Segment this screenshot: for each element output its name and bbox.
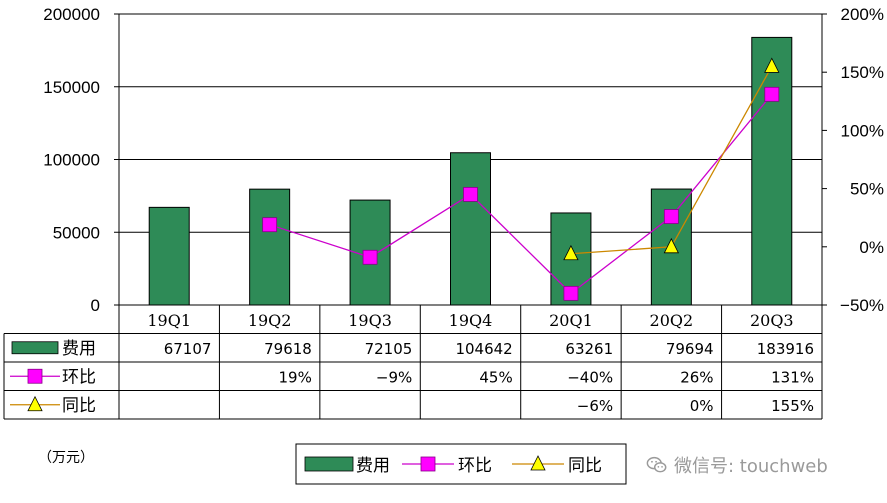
table-cell: 67107 [164,340,212,358]
yoy-marker [663,237,680,254]
bar-19Q1 [148,206,190,306]
qoq-marker [262,217,278,233]
table-cell: 79694 [666,340,714,358]
qoq-marker [362,249,378,265]
legend-label-expense: 费用 [356,456,390,476]
watermark-text: 微信号: touchweb [674,456,828,477]
bar-20Q3 [751,36,793,306]
data-table: 19Q1 19Q2 19Q3 19Q4 20Q1 20Q2 20Q3 费用 67107 79618… [3,304,823,420]
category-label: 19Q2 [248,311,292,330]
legend: 费用 环比 同比 [295,443,627,485]
qoq-line [269,93,773,295]
line-series [262,57,780,301]
legend-key-yoy-marker [530,455,546,471]
left-tick-label: 150000 [43,78,100,97]
table-cell: 104642 [455,340,512,358]
qoq-marker [663,209,679,224]
left-tick-label: 100000 [43,151,100,170]
legend-label-qoq: 环比 [458,456,492,476]
table-cell: 131% [771,368,814,386]
table-cell: 0% [690,397,714,415]
wechat-icon [646,456,667,473]
row-key-yoy-marker [27,395,43,412]
table-cell: 79618 [264,340,312,358]
legend-key-expense [304,456,354,472]
category-label: 20Q3 [750,311,794,330]
right-tick-label: 150% [841,63,884,82]
left-tick-label: 0 [91,296,100,315]
left-tick-label: 50000 [53,223,100,242]
row-key-qoq-marker [27,368,43,384]
legend-label-yoy: 同比 [568,456,602,476]
qoq-marker [764,86,780,102]
left-axis-ticks: 0 50000 100000 150000 200000 [43,5,119,315]
row-label: 环比 [62,367,96,387]
right-tick-label: −50% [840,296,884,315]
right-axis-ticks: −50% 0% 50% 100% 150% 200% [822,5,884,315]
yoy-marker [764,57,780,73]
table-cell: 45% [479,368,512,386]
qoq-marker [563,285,579,301]
table-cell: 183916 [757,340,814,358]
left-tick-label: 200000 [43,5,100,24]
qoq-marker [463,187,478,202]
bar-19Q4 [450,152,491,306]
category-label: 19Q3 [348,311,392,330]
right-tick-label: 200% [841,5,884,24]
table-cell: −6% [577,397,613,415]
unit-label: （万元） [38,450,94,466]
table-cell: 63261 [565,340,613,358]
row-label: 费用 [62,339,96,359]
right-tick-label: 50% [850,180,884,199]
right-tick-label: 100% [841,121,884,140]
legend-key-qoq-marker [420,456,436,472]
bar-20Q2 [650,188,692,306]
table-cell: −9% [376,368,412,386]
yoy-marker [563,244,579,261]
row-label: 同比 [62,396,96,416]
row-key-expense [11,341,59,355]
watermark: 微信号: touchweb [646,452,828,478]
category-label: 19Q1 [147,311,191,330]
table-cell: 72105 [365,340,413,358]
table-cell: 26% [680,368,713,386]
right-tick-label: 0% [859,238,884,257]
table-cell: 155% [771,397,814,415]
bar-series-expense [148,36,793,306]
category-label: 20Q1 [549,311,593,330]
table-cell: −40% [567,368,613,386]
category-label: 19Q4 [449,311,493,330]
table-cell: 19% [279,368,312,386]
bar-19Q2 [249,188,291,306]
category-label: 20Q2 [650,311,694,330]
